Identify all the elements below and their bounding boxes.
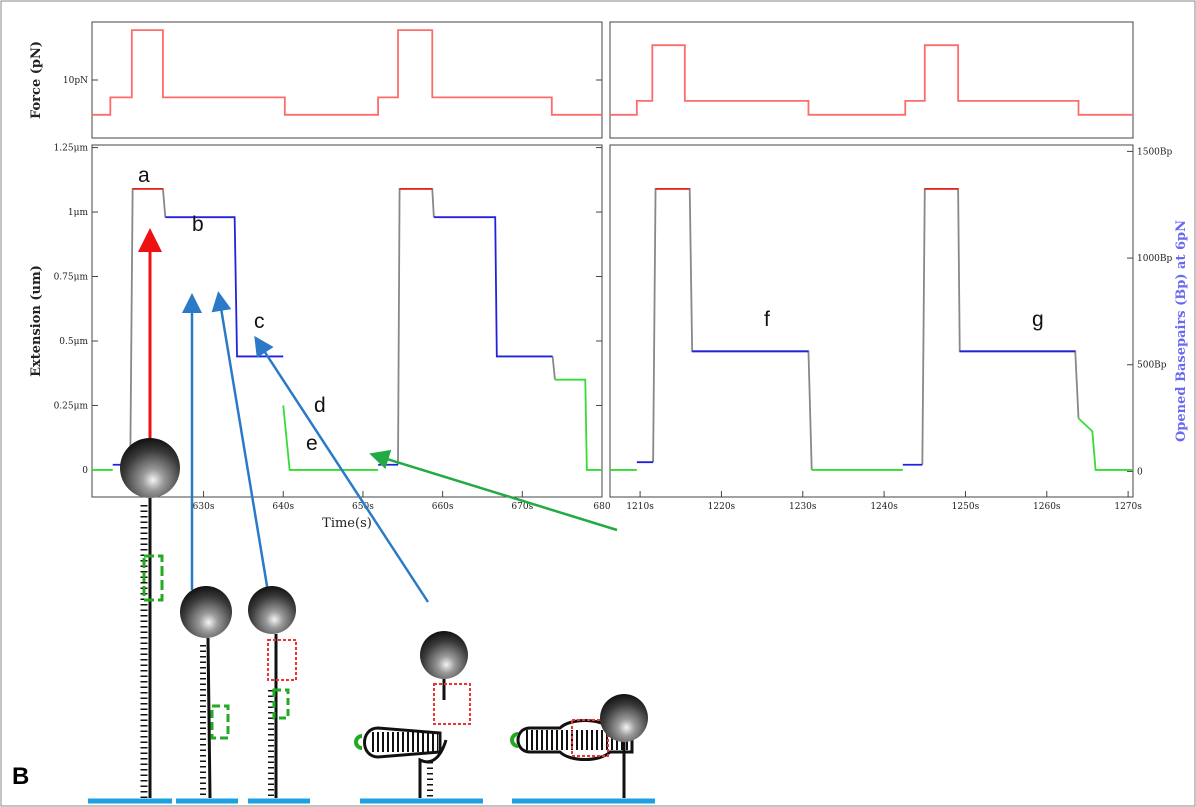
dna <box>140 498 634 799</box>
y-tick-label: 1μm <box>68 208 89 218</box>
x-tick-label: 1240s <box>870 502 898 512</box>
annotation: b <box>192 213 204 236</box>
bead <box>600 694 648 742</box>
x-tick-label: 1270s <box>1114 502 1142 512</box>
bead <box>120 438 180 498</box>
arrow <box>211 291 270 593</box>
x-axis-label: Time(s) <box>322 516 372 531</box>
cluster <box>272 688 290 720</box>
y-axis-label: Extension (um) <box>29 265 44 377</box>
y2-tick-label: 500Bp <box>1137 361 1167 371</box>
x-tick-label: 1250s <box>952 502 980 512</box>
cluster <box>433 683 471 725</box>
bead <box>420 631 468 679</box>
x-tick-label: 640s <box>272 502 294 512</box>
y-tick-label: 0.5μm <box>59 337 88 347</box>
cluster <box>571 719 609 757</box>
annotation: a <box>138 164 150 187</box>
panel-label: B <box>12 763 29 790</box>
y2-tick-label: 1500Bp <box>1137 147 1173 157</box>
hairpin <box>363 726 442 759</box>
y-tick-label: 1.25μm <box>54 144 89 154</box>
trace <box>636 350 1076 466</box>
y2-axis-label: Opened Basepairs (Bp) at 6pN <box>1174 220 1189 442</box>
x-tick-label: 1230s <box>789 502 817 512</box>
annotation: e <box>306 432 318 455</box>
trace <box>92 29 602 116</box>
y-axis-label: Force (pN) <box>29 41 44 119</box>
trace <box>92 378 602 471</box>
x-tick-label: 1210s <box>626 502 654 512</box>
x-tick-label: 630s <box>193 502 215 512</box>
trace <box>610 417 1133 471</box>
trace <box>610 44 1133 116</box>
x-tick-label: 1220s <box>708 502 736 512</box>
y2-tick-label: 1000Bp <box>1137 254 1173 264</box>
bead <box>180 586 232 638</box>
cluster <box>510 732 519 748</box>
annotation: c <box>254 310 265 333</box>
y-tick-label: 0.75μm <box>54 273 89 283</box>
annotation: g <box>1032 308 1044 331</box>
x-tick-label: 670s <box>511 502 533 512</box>
y2-tick-label: 0 <box>1137 467 1143 477</box>
plot-frame <box>609 21 1134 139</box>
annotation: f <box>764 308 770 331</box>
plot-frame <box>609 144 1134 498</box>
bead <box>248 586 296 634</box>
strand <box>206 637 212 799</box>
plot-frame <box>91 144 603 498</box>
annotation: d <box>314 394 326 417</box>
x-tick-label: 1260s <box>1033 502 1061 512</box>
charts: 10pN Force (pN) 0 0.25μm 0.5μm 0.75μm 1μm 1.25μ… <box>29 21 1189 531</box>
arrow <box>254 335 430 603</box>
arrow <box>369 449 618 532</box>
cluster <box>267 639 297 681</box>
cluster <box>210 704 230 740</box>
red-clusters <box>267 639 609 757</box>
annotations: a b c d e f g B <box>12 164 1044 790</box>
cluster <box>354 734 363 750</box>
y-tick-label: 0.25μm <box>54 401 89 411</box>
y-tick-label: 0 <box>82 466 88 476</box>
x-tick-label: 650s <box>352 502 374 512</box>
y-tick-label: 10pN <box>63 76 88 86</box>
strand <box>418 679 448 798</box>
trace <box>652 187 1080 470</box>
cluster <box>142 554 164 602</box>
x-tick-label: 660s <box>432 502 454 512</box>
x-tick-label: 680 <box>593 502 610 512</box>
green-clusters <box>142 554 519 750</box>
diagram <box>88 228 655 804</box>
